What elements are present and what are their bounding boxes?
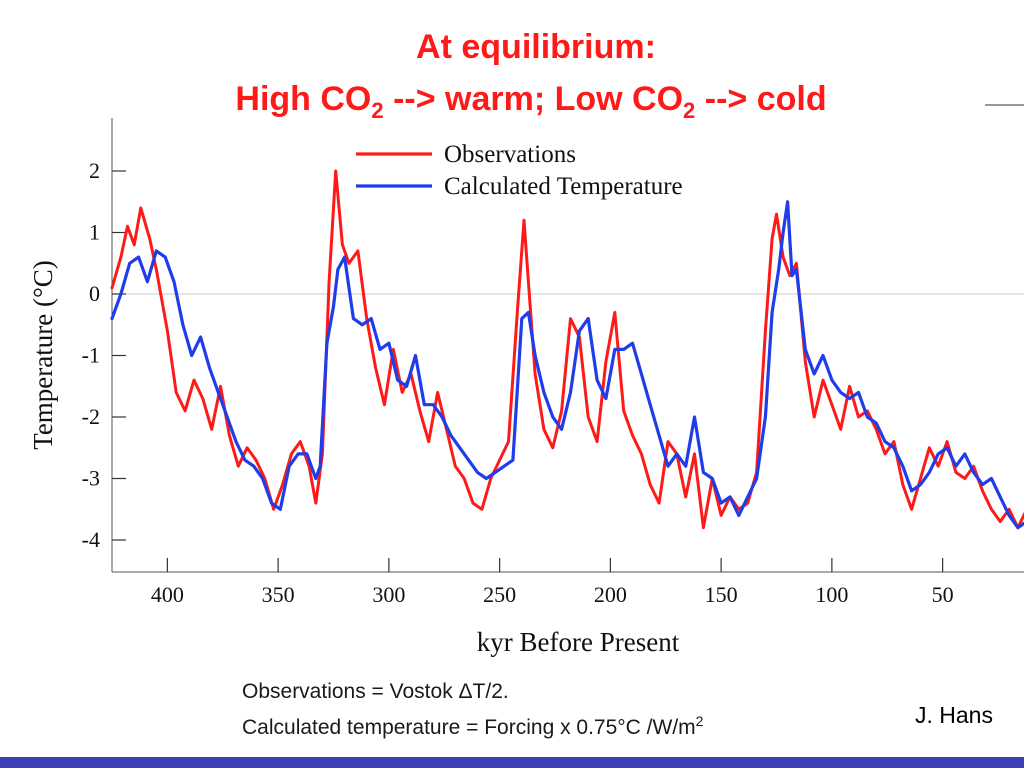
note-calculated-main: Calculated temperature = Forcing x 0.75°…: [242, 716, 696, 739]
x-tick-label: 150: [705, 582, 738, 607]
legend-label-observations: Observations: [444, 141, 576, 168]
x-tick-label: 250: [483, 582, 516, 607]
y-tick-label: -3: [82, 466, 100, 491]
title-subscript-2: 2: [683, 98, 696, 123]
x-tick-label: 100: [815, 582, 848, 607]
x-tick-label: 50: [932, 582, 954, 607]
note-calculated-sup: 2: [695, 713, 704, 729]
note-observations: Observations = Vostok ΔT/2.: [242, 680, 509, 703]
y-tick-label: 1: [89, 220, 100, 245]
calculated-temperature-line: [110, 200, 1024, 530]
author-credit: J. Hans: [915, 702, 993, 728]
y-axis-label: Temperature (°C): [28, 260, 58, 450]
y-tick-label: -2: [82, 404, 100, 429]
y-tick-label: -4: [82, 527, 100, 552]
title-subscript-1: 2: [371, 98, 384, 123]
title-line-2: High CO2 --> warm; Low CO2 --> cold: [0, 79, 1024, 122]
bottom-bar: [0, 757, 1024, 768]
title-part-b: --> warm; Low CO: [383, 80, 684, 118]
y-tick-label: -1: [82, 343, 100, 368]
x-axis-label: kyr Before Present: [477, 627, 680, 657]
x-tick-label: 400: [151, 582, 184, 607]
y-tick-label: 0: [89, 281, 100, 306]
x-tick-label: 200: [594, 582, 627, 607]
x-tick-label: 350: [262, 582, 295, 607]
x-tick-label: 300: [372, 582, 405, 607]
legend-label-calculated: Calculated Temperature: [444, 173, 683, 200]
title-part-c: --> cold: [695, 80, 827, 118]
y-tick-label: 2: [89, 158, 100, 183]
title-line-1: At equilibrium:: [416, 28, 656, 66]
note-calculated: Calculated temperature = Forcing x 0.75°…: [242, 713, 704, 740]
title-part-a: High CO: [235, 80, 372, 118]
observations-line: [110, 169, 1024, 530]
